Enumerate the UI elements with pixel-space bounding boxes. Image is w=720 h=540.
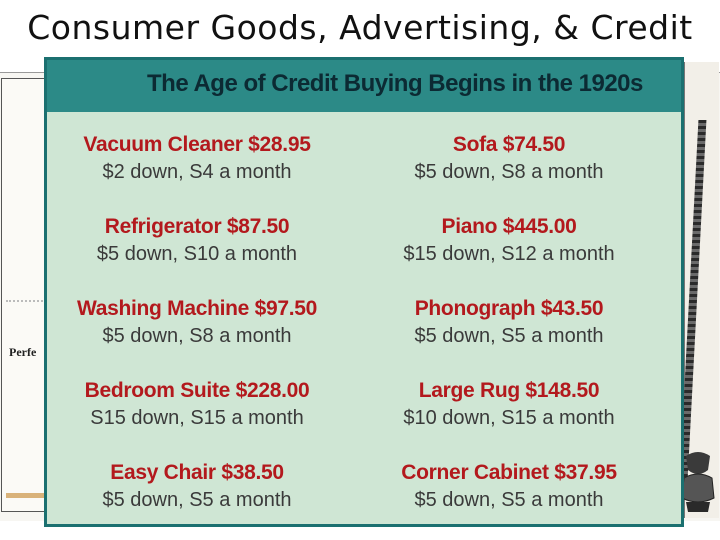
item-bedroom-suite: Bedroom Suite $228.00 S15 down, S15 a mo… xyxy=(47,378,347,432)
background-ad-left-frame xyxy=(1,78,48,512)
slide-title: Consumer Goods, Advertising, & Credit xyxy=(27,8,693,47)
item-terms: $5 down, S8 a month xyxy=(102,325,292,347)
item-large-rug: Large Rug $148.50 $10 down, S15 a month xyxy=(359,378,659,432)
item-terms: $5 down, S5 a month xyxy=(102,489,292,511)
item-terms: $5 down, S8 a month xyxy=(414,161,604,183)
card-header: The Age of Credit Buying Begins in the 1… xyxy=(47,60,681,112)
item-name: Bedroom Suite $228.00 xyxy=(84,379,310,402)
item-terms: $5 down, S5 a month xyxy=(414,325,604,347)
item-name: Sofa $74.50 xyxy=(452,133,566,156)
item-terms: $5 down, S5 a month xyxy=(414,489,604,511)
item-name: Vacuum Cleaner $28.95 xyxy=(83,133,311,156)
item-phonograph: Phonograph $43.50 $5 down, S5 a month xyxy=(359,296,659,350)
item-terms: $10 down, S15 a month xyxy=(403,407,615,429)
item-terms: $2 down, S4 a month xyxy=(102,161,292,183)
item-corner-cabinet: Corner Cabinet $37.95 $5 down, S5 a mont… xyxy=(359,460,659,514)
item-name: Phonograph $43.50 xyxy=(414,297,604,320)
item-easy-chair: Easy Chair $38.50 $5 down, S5 a month xyxy=(47,460,347,514)
item-name: Large Rug $148.50 xyxy=(418,379,600,402)
item-sofa: Sofa $74.50 $5 down, S8 a month xyxy=(359,132,659,186)
item-terms: $5 down, S10 a month xyxy=(96,243,298,265)
item-piano: Piano $445.00 $15 down, S12 a month xyxy=(359,214,659,268)
lamp-base-illustration xyxy=(681,452,715,512)
background-ad-text: Perfe xyxy=(9,345,37,359)
item-vacuum-cleaner: Vacuum Cleaner $28.95 $2 down, S4 a mont… xyxy=(47,132,347,186)
card-title: The Age of Credit Buying Begins in the 1… xyxy=(147,70,643,97)
item-name: Easy Chair $38.50 xyxy=(110,461,284,484)
credit-buying-card: The Age of Credit Buying Begins in the 1… xyxy=(44,57,684,527)
item-refrigerator: Refrigerator $87.50 $5 down, S10 a month xyxy=(47,214,347,268)
background-ad-bar xyxy=(6,493,48,498)
item-terms: $15 down, S12 a month xyxy=(403,243,615,265)
item-name: Refrigerator $87.50 xyxy=(104,215,290,238)
item-terms: S15 down, S15 a month xyxy=(90,407,304,429)
background-ad-dotted-line xyxy=(6,300,46,304)
item-washing-machine: Washing Machine $97.50 $5 down, S8 a mon… xyxy=(47,296,347,350)
item-name: Corner Cabinet $37.95 xyxy=(401,461,617,484)
item-name: Piano $445.00 xyxy=(441,215,577,238)
item-name: Washing Machine $97.50 xyxy=(76,297,318,320)
